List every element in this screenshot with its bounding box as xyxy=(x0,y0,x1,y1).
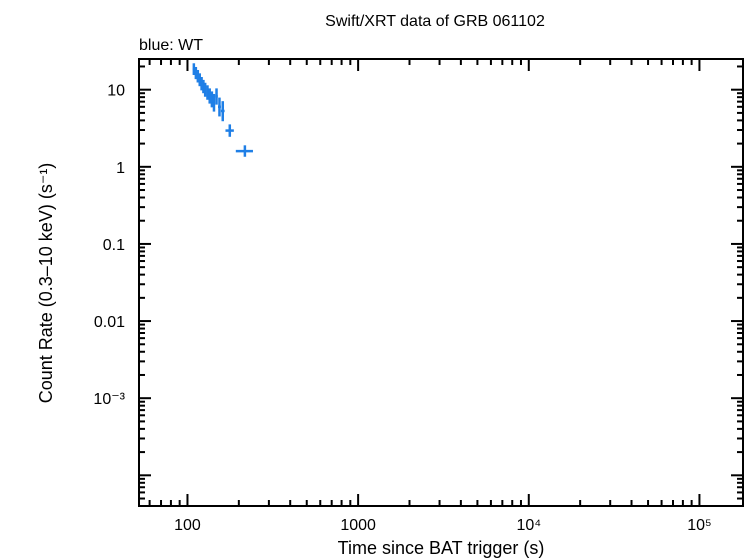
y-tick-label: 0.01 xyxy=(94,314,125,331)
chart-subtitle: blue: WT xyxy=(139,37,203,54)
y-tick-label: 1 xyxy=(116,160,125,177)
x-tick-label: 100 xyxy=(174,517,201,534)
plot-frame xyxy=(138,58,744,507)
x-tick-label: 1000 xyxy=(340,517,376,534)
x-tick-label: 10⁵ xyxy=(687,517,711,534)
data-point xyxy=(225,124,234,137)
data-point xyxy=(235,145,253,157)
chart-title: Swift/XRT data of GRB 061102 xyxy=(325,13,545,30)
y-tick-label: 0.1 xyxy=(103,237,125,254)
data-point xyxy=(218,97,221,117)
y-axis: 10 1 0.1 0.01 10⁻³ xyxy=(93,65,743,507)
data-point xyxy=(212,93,216,112)
data-series-wt xyxy=(192,63,253,157)
y-tick-label: 10⁻³ xyxy=(93,391,125,408)
data-point xyxy=(215,88,218,105)
data-point xyxy=(203,82,207,97)
x-axis: 100 1000 10⁴ 10⁵ xyxy=(148,59,712,534)
data-point xyxy=(192,63,196,76)
y-tick-label: 10 xyxy=(107,83,125,100)
data-point xyxy=(220,101,225,122)
data-point xyxy=(194,66,198,80)
data-point xyxy=(196,70,200,83)
data-point xyxy=(210,91,214,108)
data-point xyxy=(206,85,209,100)
data-point xyxy=(208,88,211,104)
y-axis-label: Count Rate (0.3–10 keV) (s⁻¹) xyxy=(36,163,56,404)
x-axis-label: Time since BAT trigger (s) xyxy=(338,538,545,558)
x-tick-label: 10⁴ xyxy=(516,517,541,534)
